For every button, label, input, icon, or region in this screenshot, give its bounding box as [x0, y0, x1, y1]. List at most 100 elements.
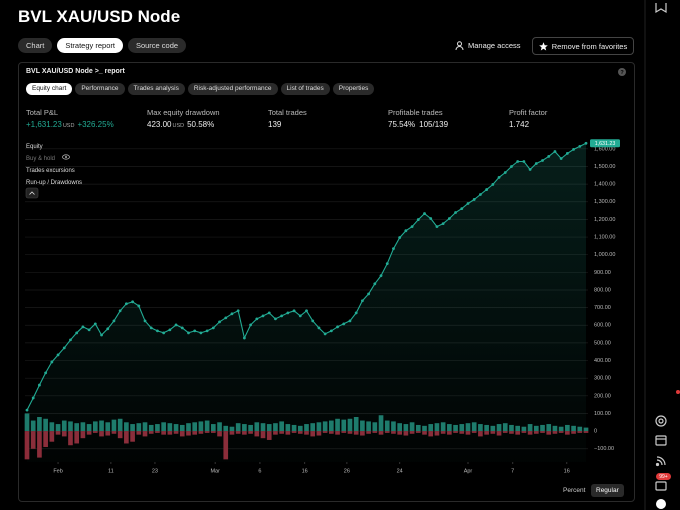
legend-item[interactable]: Trades excursions: [26, 168, 75, 174]
equity-point: [25, 408, 29, 412]
target-icon[interactable]: [655, 415, 667, 427]
equity-point: [392, 247, 395, 251]
report-tab[interactable]: Properties: [332, 83, 375, 95]
equity-point: [261, 314, 265, 318]
equity-point: [466, 202, 470, 205]
y-tick-label: 300.00: [594, 376, 611, 382]
equity-point: [193, 329, 197, 333]
y-tick-label: 1,300.00: [594, 199, 615, 205]
y-tick-label: 1,600.00: [594, 146, 615, 152]
stat-label: Total trades: [268, 108, 307, 117]
stat-label: Profit factor: [509, 108, 548, 117]
equity-point: [323, 332, 327, 336]
sidebar-icons: [655, 3, 667, 509]
equity-point: [69, 338, 72, 342]
equity-point: [479, 193, 482, 196]
x-tick-label: 7: [511, 468, 514, 474]
plot: [24, 141, 589, 464]
tab[interactable]: Source code: [127, 38, 187, 53]
equity-point: [230, 312, 234, 316]
equity-point: [454, 211, 457, 214]
chat-icon[interactable]: [655, 481, 667, 491]
calendar-icon[interactable]: [655, 435, 667, 446]
legend-item[interactable]: Equity: [26, 144, 43, 150]
equity-point: [187, 331, 190, 335]
person-icon: [455, 41, 464, 50]
equity-point: [143, 319, 147, 323]
stat-value-row: +1,631.23USD +326.25%: [26, 120, 114, 129]
report-tab[interactable]: Performance: [75, 83, 125, 95]
y-tick-label: 1,500.00: [594, 164, 615, 170]
page-title: BVL XAU/USD Node: [18, 7, 181, 26]
equity-point: [336, 325, 339, 329]
y-tick-label: 900.00: [594, 270, 611, 276]
tab[interactable]: Chart: [18, 38, 53, 53]
equity-point: [485, 188, 489, 191]
equity-point: [100, 333, 103, 337]
equity-point: [174, 323, 178, 327]
equity-point: [472, 198, 476, 201]
equity-point: [218, 320, 221, 324]
favorites-button[interactable]: Remove from favorites: [532, 37, 634, 55]
help-icon[interactable]: [618, 68, 626, 76]
value-tag: [590, 139, 620, 148]
scale-button[interactable]: Regular: [591, 484, 624, 497]
stat-extra: 50.58%: [187, 120, 215, 129]
target-icon-core: [658, 418, 664, 424]
stat-value-row: 1.742: [509, 120, 529, 129]
equity-point: [584, 141, 588, 145]
y-tick-label: 600.00: [594, 323, 611, 329]
report-tab[interactable]: Risk-adjusted performance: [187, 83, 278, 95]
stat-label: Total P&L: [26, 108, 59, 117]
equity-point: [87, 328, 91, 332]
stat-value: 75.54%: [388, 120, 416, 129]
equity-point: [137, 304, 141, 308]
equity-point: [578, 144, 582, 148]
report-tab[interactable]: Trades analysis: [127, 83, 185, 95]
equity-point: [410, 225, 414, 229]
equity-point: [292, 309, 296, 313]
apps-icon[interactable]: [656, 499, 666, 509]
legend-item[interactable]: Buy & hold: [26, 156, 56, 162]
x-tick-label: 11: [108, 468, 114, 474]
action-label: Remove from favorites: [551, 41, 628, 51]
x-tick-label: 23: [152, 468, 158, 474]
equity-point: [317, 326, 321, 330]
manage-access[interactable]: Manage access: [455, 38, 521, 53]
equity-point: [435, 225, 439, 229]
equity-point: [572, 147, 575, 151]
equity-point: [162, 331, 166, 335]
equity-point: [156, 329, 159, 333]
legend-item[interactable]: Run-up / Drawdowns: [26, 180, 83, 186]
stat-value: 139: [268, 120, 282, 129]
stat-value: 423.00: [147, 120, 172, 129]
equity-point: [56, 353, 60, 357]
x-tick-label: Feb: [53, 468, 62, 474]
equity-point: [286, 311, 290, 315]
y-tick-label: 500.00: [594, 340, 611, 346]
bookmark-icon[interactable]: [655, 3, 667, 14]
main-tabs: Chart Strategy report Source code: [18, 38, 187, 53]
equity-point: [106, 327, 110, 331]
equity-point: [62, 346, 66, 350]
feed-icon[interactable]: [656, 456, 666, 466]
equity-point: [50, 360, 54, 364]
equity-point: [404, 229, 408, 233]
tab[interactable]: Strategy report: [57, 38, 123, 53]
y-tick-label: −100.00: [594, 446, 614, 452]
collapse-button[interactable]: [25, 187, 39, 199]
eye-icon[interactable]: [62, 154, 70, 160]
equity-point: [93, 322, 97, 326]
scale-button[interactable]: Percent: [563, 487, 586, 494]
report-tab[interactable]: Equity chart: [26, 83, 73, 95]
equity-point: [342, 322, 346, 326]
equity-point: [503, 171, 507, 174]
stat-unit: USD: [172, 123, 185, 129]
equity-point: [75, 331, 79, 335]
equity-point: [354, 311, 358, 315]
value-tag-label: 1,631.23: [595, 141, 616, 147]
equity-point: [249, 323, 253, 327]
equity-point: [118, 309, 122, 313]
report-tab[interactable]: List of trades: [280, 83, 330, 95]
alert-dot: [676, 390, 680, 394]
